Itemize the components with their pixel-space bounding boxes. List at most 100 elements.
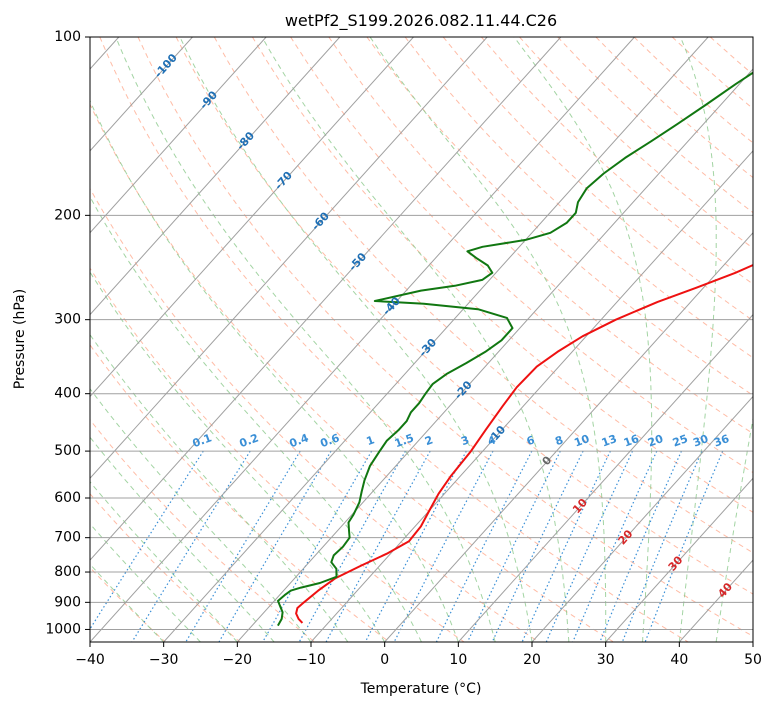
x-tick-label: 10 [449,652,467,668]
dry-adiabat [90,418,316,642]
isotherm-gridline [90,37,341,316]
mixing-ratio-label: 2 [423,433,435,448]
y-tick-label: 900 [54,594,81,610]
y-tick-label: 600 [54,490,81,506]
x-tick-label: 50 [744,652,762,668]
x-tick-label: 0 [380,652,389,668]
y-tick-label: 400 [54,386,81,402]
isotherm-gridline [310,150,753,642]
temperature-profile-line [295,263,753,624]
mixing-ratio-line [262,450,373,642]
y-tick-label: 100 [54,29,81,45]
mixing-ratio-label: 1.5 [393,431,416,450]
dry-adiabat [90,103,614,642]
dry-adiabat [481,37,753,285]
isotherm-gridline [605,477,753,642]
moist-adiabat [90,271,386,642]
isotherm-gridline [236,68,753,642]
mixing-ratio-label: 4 [486,433,498,448]
dry-adiabat [404,37,753,359]
mixing-ratio-label: 8 [553,433,565,448]
mixing-ratio-label: 0.6 [318,431,341,450]
series-layer [277,71,753,627]
y-tick-label: 1000 [45,621,81,637]
isotherm-gridline [90,37,635,642]
mixing-ratio-label: 16 [622,432,641,450]
mixing-ratio-line [545,450,634,642]
dry-adiabat [90,344,390,642]
y-tick-label: 300 [54,312,81,328]
dry-adiabat [137,37,753,637]
isotherm-gridline [163,37,709,642]
isotherm-gridline [384,231,753,642]
dry-adiabat [442,37,753,322]
y-tick-label: 800 [54,564,81,580]
x-tick-label: 40 [670,652,688,668]
moist-adiabat [90,563,165,642]
mixing-ratio-label: 25 [671,432,690,449]
dry-adiabat [175,37,753,595]
moist-adiabat [90,195,422,642]
y-tick-label: 500 [54,443,81,459]
dry-adiabat [90,267,465,642]
x-tick-label: −40 [75,652,105,668]
y-axis-label: Pressure (hPa) [12,289,28,389]
mixing-ratio-line [621,450,703,642]
x-tick-label: −10 [296,652,326,668]
mixing-ratio-label: 36 [712,432,731,450]
mixing-ratio-line [521,450,611,642]
mixing-ratio-label: 1 [365,433,377,448]
moist-adiabat [115,37,496,642]
dry-adiabat [251,37,753,513]
moist-adiabat [261,37,570,642]
moist-adiabat [179,37,533,642]
mixing-ratio-label: 0.1 [191,431,214,450]
y-tick-label: 200 [54,207,81,223]
mixing-ratio-label: 30 [691,432,710,450]
isotherm-gridline [90,37,562,561]
mixing-ratio-line [466,450,561,642]
mixing-ratio-label: 6 [525,433,537,448]
tick-layer: −40 −30 −20 −10 0 10 20 30 40 50 1000 900 800 700 600 5… [45,29,762,668]
x-axis-label: Temperature (°C) [360,681,482,697]
mixing-ratio-label: 13 [600,432,619,449]
y-tick-label: 700 [54,530,81,546]
plot-frame [89,36,754,643]
mixing-ratio-line [435,450,533,642]
mixing-ratio-label: 0.4 [288,431,311,450]
x-tick-label: 20 [523,652,541,668]
x-tick-label: −20 [223,652,253,668]
x-tick-label: 30 [597,652,615,668]
isotherm-gridline [90,37,414,398]
dry-adiabat [90,493,241,642]
mixing-ratio-line [298,450,406,642]
mixing-ratio-label: 0.2 [238,431,261,450]
isotherm-gridline [90,37,267,234]
dewpoint-profile-line [277,71,753,627]
mixing-ratio-line [325,450,431,642]
mixing-ratio-line [644,450,724,642]
isotherm-gridline [531,395,753,642]
moist-adiabat [90,99,459,642]
isotherm-gridline [90,37,488,480]
mixing-ratio-label: 3 [459,433,471,448]
moist-adiabat [369,37,607,642]
moist-adiabat [513,37,653,642]
moist-adiabat [715,416,753,642]
moist-adiabat [90,481,238,642]
isotherm-gridline [90,37,193,152]
mixing-ratio-label: 20 [646,432,665,450]
x-tick-label: −30 [149,652,179,668]
grid-layer [90,37,753,642]
dry-adiabat [99,37,689,642]
isotherm-gridline [457,313,753,642]
chart-title: wetPf2_S199.2026.082.11.44.C26 [285,11,557,31]
mixing-ratio-line [364,450,467,642]
mixing-ratio-label: 10 [572,432,591,450]
mixing-ratio-line [131,450,251,642]
moist-adiabat [90,523,201,642]
dry-adiabat [366,37,753,396]
